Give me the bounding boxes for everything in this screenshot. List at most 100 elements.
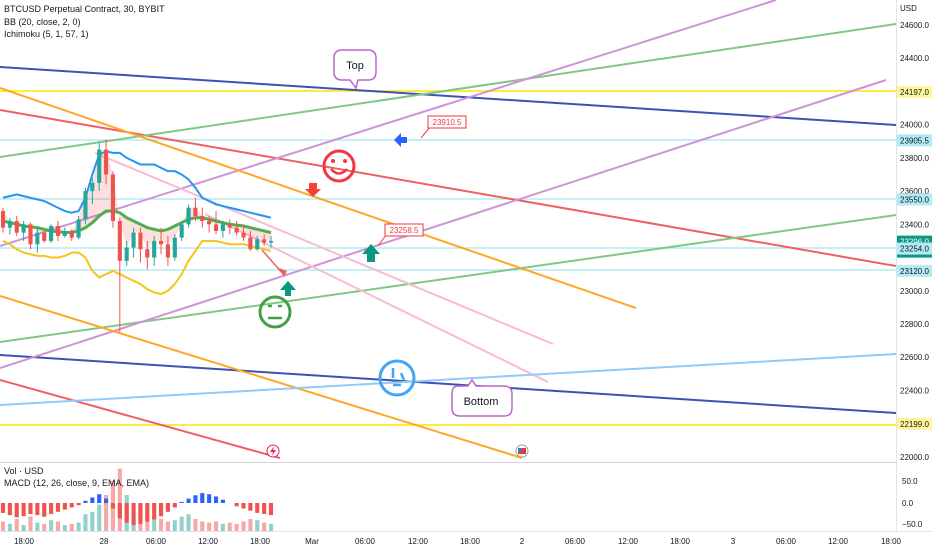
- trendline-orange-upper[interactable]: [0, 87, 637, 309]
- lightning-event-icon[interactable]: [266, 444, 280, 458]
- candle-body: [35, 232, 40, 245]
- price-label-23910-text: 23910.5: [433, 118, 462, 127]
- candle-body: [248, 237, 253, 250]
- worried-face-icon[interactable]: [378, 359, 416, 397]
- us-flag-event-icon[interactable]: [515, 444, 529, 458]
- trendline-navy-lower[interactable]: [0, 354, 896, 414]
- price-tag[interactable]: [897, 417, 932, 430]
- price-label-23910[interactable]: 23910.5: [420, 115, 467, 139]
- price-tag[interactable]: [897, 134, 932, 147]
- volume-bar: [262, 522, 267, 531]
- volume-bar: [179, 516, 184, 531]
- price-tag[interactable]: [897, 85, 932, 98]
- price-tag[interactable]: [897, 264, 932, 277]
- price-tag-label: 24197.0: [900, 88, 929, 97]
- macd-legend[interactable]: MACD (12, 26, close, 9, EMA, EMA): [4, 478, 150, 488]
- price-tag-label: 22199.0: [900, 420, 929, 429]
- ichimoku-legend[interactable]: Ichimoku (5, 1, 57, 1): [4, 29, 89, 39]
- symbol-legend[interactable]: BTCUSD Perpetual Contract, 30, BYBIT: [4, 4, 165, 14]
- candle-body: [193, 207, 198, 217]
- volume-bar: [62, 525, 67, 531]
- price-tag-label: 23550.0: [900, 195, 929, 204]
- candle-body: [7, 221, 12, 228]
- trendline-green-upper[interactable]: [0, 23, 896, 158]
- time-axis[interactable]: 18:00 28 06:00 12:00 18:00 Mar 06:00 12:00 18:00…: [14, 537, 902, 546]
- macd-histogram-bar: [42, 503, 47, 517]
- bottom-callout-label: Bottom: [464, 396, 499, 408]
- bb-legend[interactable]: BB (20, close, 2, 0): [4, 17, 81, 27]
- volume-bar: [7, 523, 12, 531]
- volume-bar: [21, 525, 26, 531]
- macd-histogram-bar: [248, 503, 253, 511]
- price-axis-unit: USD: [900, 4, 917, 13]
- candle-body: [55, 225, 61, 236]
- candle-body: [241, 232, 246, 238]
- time-tick-label: 06:00: [565, 537, 586, 546]
- macd-tick-label: 0.0: [902, 499, 914, 508]
- price-label-23258-text: 23258.5: [390, 226, 419, 235]
- bb-upper-line: [2, 150, 272, 219]
- volume-bar: [193, 519, 198, 531]
- trendline-red[interactable]: [0, 109, 896, 267]
- time-tick-label: 3: [731, 537, 736, 546]
- candle-body: [49, 225, 54, 241]
- happy-face-icon[interactable]: [322, 149, 356, 183]
- macd-histogram-bar: [131, 503, 136, 525]
- trendline-violet-upper[interactable]: [0, 0, 777, 247]
- projection-arrow[interactable]: [261, 249, 285, 276]
- bb-fill: [3, 149, 271, 250]
- macd-histogram-bar: [165, 503, 170, 512]
- macd-histogram-bar: [104, 498, 109, 503]
- trendline-red-lower[interactable]: [0, 379, 281, 459]
- volume-bar: [172, 520, 177, 531]
- trendline-lightblue[interactable]: [0, 353, 896, 406]
- candle-body: [110, 174, 116, 222]
- price-tag[interactable]: [897, 242, 932, 255]
- candlesticks: [0, 139, 274, 333]
- trendline-pink-upper[interactable]: [94, 152, 554, 345]
- time-tick-label: 12:00: [828, 537, 849, 546]
- macd-histogram-bar: [207, 494, 212, 503]
- macd-histogram-bar: [262, 503, 267, 514]
- top-callout-label: Top: [346, 60, 364, 72]
- volume-bar: [69, 523, 74, 531]
- time-tick-label: 06:00: [146, 537, 167, 546]
- macd-histogram-bar: [145, 503, 150, 522]
- macd-histogram-bar: [200, 493, 205, 503]
- trendline-violet-lower[interactable]: [0, 79, 887, 369]
- trendline-orange-lower[interactable]: [0, 295, 523, 459]
- price-tick-label: 22400.0: [900, 386, 929, 395]
- price-axis[interactable]: 24600.0 24400.0 24000.0 23800.0 23600.0 23400…: [897, 4, 932, 462]
- bottom-callout[interactable]: Bottom: [451, 378, 513, 417]
- time-tick-label: 12:00: [408, 537, 429, 546]
- candle-body: [124, 247, 129, 261]
- price-tag[interactable]: [897, 193, 932, 206]
- macd-histogram-bar: [83, 500, 88, 503]
- macd-histogram-bar: [241, 503, 246, 509]
- candle-body: [186, 207, 191, 225]
- candle-body: [145, 249, 150, 258]
- candle-body: [69, 230, 74, 238]
- candle-body: [97, 149, 102, 183]
- macd-histogram-bar: [21, 503, 26, 517]
- volume-bars: [0, 468, 274, 531]
- volume-legend[interactable]: Vol · USD: [4, 466, 44, 476]
- up-arrow-icon: [280, 281, 296, 296]
- top-callout[interactable]: Top: [333, 49, 377, 90]
- candle-body: [83, 191, 88, 220]
- volume-bar: [117, 468, 122, 531]
- price-tag-label: 23296.0: [900, 238, 929, 247]
- volume-bar: [234, 523, 239, 531]
- neutral-face-icon[interactable]: [258, 295, 292, 329]
- time-tick-label: 06:00: [355, 537, 376, 546]
- price-tick-label: 23400.0: [900, 220, 929, 229]
- volume-bar: [35, 522, 40, 531]
- macd-axis[interactable]: 50.0 0.0 −50.0: [902, 477, 923, 529]
- up-arrow-icon: [362, 244, 380, 262]
- trendline-navy-upper[interactable]: [0, 66, 896, 126]
- trendline-green-lower[interactable]: [0, 214, 896, 343]
- macd-histogram-bar: [172, 503, 177, 508]
- price-label-23258[interactable]: 23258.5: [377, 223, 424, 247]
